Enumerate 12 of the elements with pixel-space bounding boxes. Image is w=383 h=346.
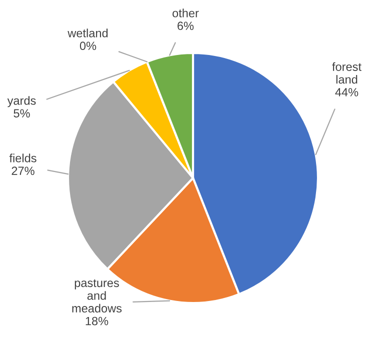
data-label: 6% bbox=[178, 22, 194, 30]
slice-label: other bbox=[172, 8, 199, 18]
slice-label: pastures and meadows bbox=[72, 279, 122, 313]
data-label: 18% bbox=[86, 316, 108, 326]
slice-label: fields bbox=[9, 154, 36, 162]
data-label: 5% bbox=[14, 109, 30, 118]
text: 0% bbox=[80, 42, 96, 50]
slice-label: yards bbox=[7, 96, 36, 108]
slice-label: forest land bbox=[332, 62, 362, 84]
data-label: 44% bbox=[335, 88, 358, 96]
category-label: wetland bbox=[68, 28, 108, 38]
data-label: 27% bbox=[12, 166, 34, 175]
